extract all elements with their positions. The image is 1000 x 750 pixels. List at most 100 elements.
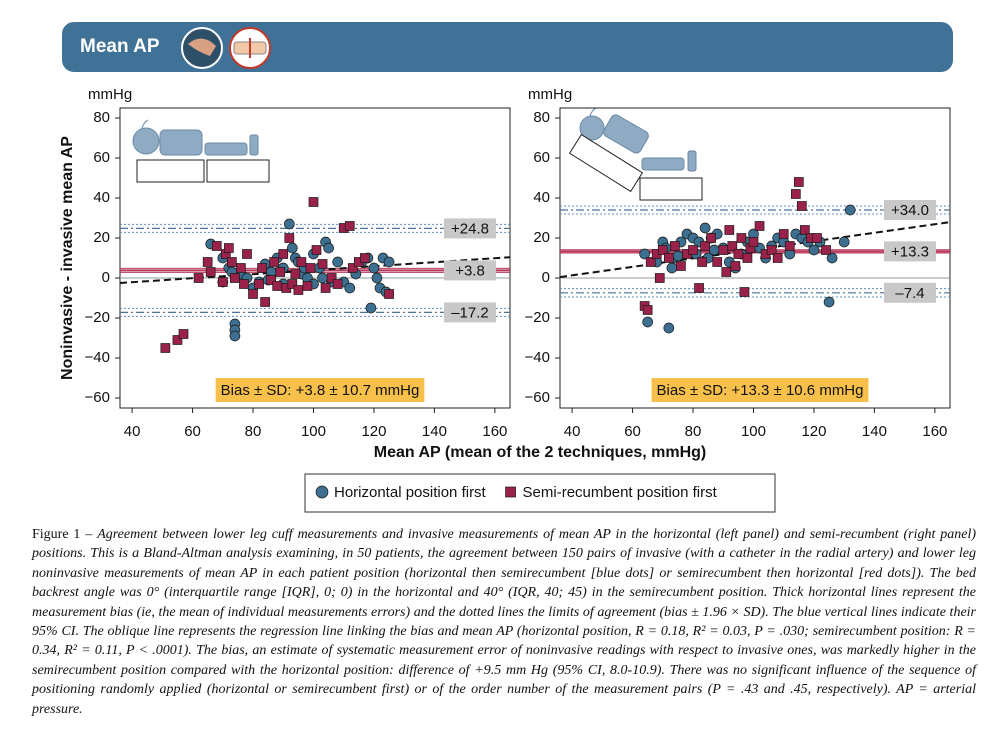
legend-box (304, 473, 776, 513)
point (748, 237, 759, 247)
point (242, 249, 252, 259)
point (697, 257, 707, 267)
y-tick-label: 0 (542, 269, 550, 286)
point (229, 330, 241, 342)
point (826, 252, 838, 264)
point (730, 261, 741, 271)
point (371, 272, 383, 284)
point (663, 253, 674, 263)
ref-label-box (444, 218, 496, 239)
point (808, 244, 820, 256)
point (642, 316, 654, 328)
y-unit: mmHg (88, 86, 132, 103)
x-tick-label: 120 (361, 423, 386, 440)
point (739, 287, 750, 297)
point (286, 242, 298, 254)
header-title: Mean AP (80, 36, 160, 57)
annotation: Bias ± SD: +13.3 ± 10.6 mmHg (657, 382, 864, 399)
point (344, 282, 356, 294)
header-bar (62, 22, 953, 72)
ref-label-box (884, 241, 936, 262)
ref-label-box (884, 282, 936, 303)
point (727, 241, 738, 251)
point (223, 243, 234, 253)
point (344, 221, 355, 231)
point (211, 241, 222, 251)
point (812, 233, 822, 243)
y-tick-label: 0 (102, 269, 110, 286)
point (302, 281, 313, 291)
point (688, 245, 698, 255)
y-tick-label: 60 (533, 149, 550, 166)
point (217, 277, 228, 287)
point (672, 250, 684, 262)
point (784, 241, 795, 251)
point (320, 283, 331, 293)
point (823, 296, 835, 308)
point (790, 189, 801, 199)
point (654, 273, 665, 283)
y-tick-label: 20 (533, 229, 550, 246)
point (284, 233, 295, 243)
point (311, 245, 322, 255)
ref-label-box (444, 302, 496, 323)
point (278, 249, 289, 259)
ref-label: –7.4 (895, 285, 924, 302)
point (718, 245, 729, 255)
point (663, 322, 675, 334)
point (797, 201, 807, 211)
point (269, 257, 280, 267)
y-tick-label: −40 (525, 349, 550, 366)
y-tick-label: 60 (93, 149, 110, 166)
point (248, 289, 258, 299)
point (778, 229, 789, 239)
x-tick-label: 80 (245, 423, 262, 440)
point (317, 259, 328, 269)
point (236, 263, 246, 273)
point (272, 281, 283, 291)
point (657, 245, 668, 255)
ref-label: +24.8 (451, 220, 489, 237)
header-icons (181, 27, 271, 69)
point (844, 204, 856, 216)
point (172, 335, 183, 345)
point (724, 225, 735, 235)
point (305, 263, 316, 273)
point (332, 256, 344, 268)
x-tick-label: 120 (801, 423, 826, 440)
point (708, 244, 720, 256)
annotation-box (215, 378, 425, 402)
y-tick-label: 80 (93, 109, 110, 126)
point (283, 218, 295, 230)
plot-frame (559, 107, 951, 409)
point (365, 302, 377, 314)
ref-label: +13.3 (891, 243, 929, 260)
point (821, 245, 831, 255)
x-axis-label: Mean AP (mean of the 2 techniques, mmHg) (374, 444, 707, 461)
y-tick-label: 40 (533, 189, 550, 206)
point (666, 262, 678, 274)
x-tick-label: 100 (301, 423, 326, 440)
point (736, 233, 747, 243)
point (838, 236, 850, 248)
y-tick-label: −20 (85, 309, 110, 326)
point (178, 329, 189, 339)
legend-marker (505, 486, 516, 498)
point (266, 275, 277, 285)
x-tick-label: 100 (741, 423, 766, 440)
point (205, 267, 216, 277)
point (699, 222, 711, 234)
left-illustration (132, 119, 270, 183)
point (317, 272, 328, 284)
point (384, 289, 394, 299)
y-tick-label: 20 (93, 229, 110, 246)
point (326, 273, 337, 283)
x-tick-label: 80 (685, 423, 702, 440)
y-tick-label: −20 (525, 309, 550, 326)
x-tick-label: 60 (624, 423, 641, 440)
point (202, 257, 213, 267)
point (293, 285, 304, 295)
caption-text: Agreement between lower leg cuff measure… (32, 527, 977, 717)
x-tick-label: 60 (184, 423, 201, 440)
